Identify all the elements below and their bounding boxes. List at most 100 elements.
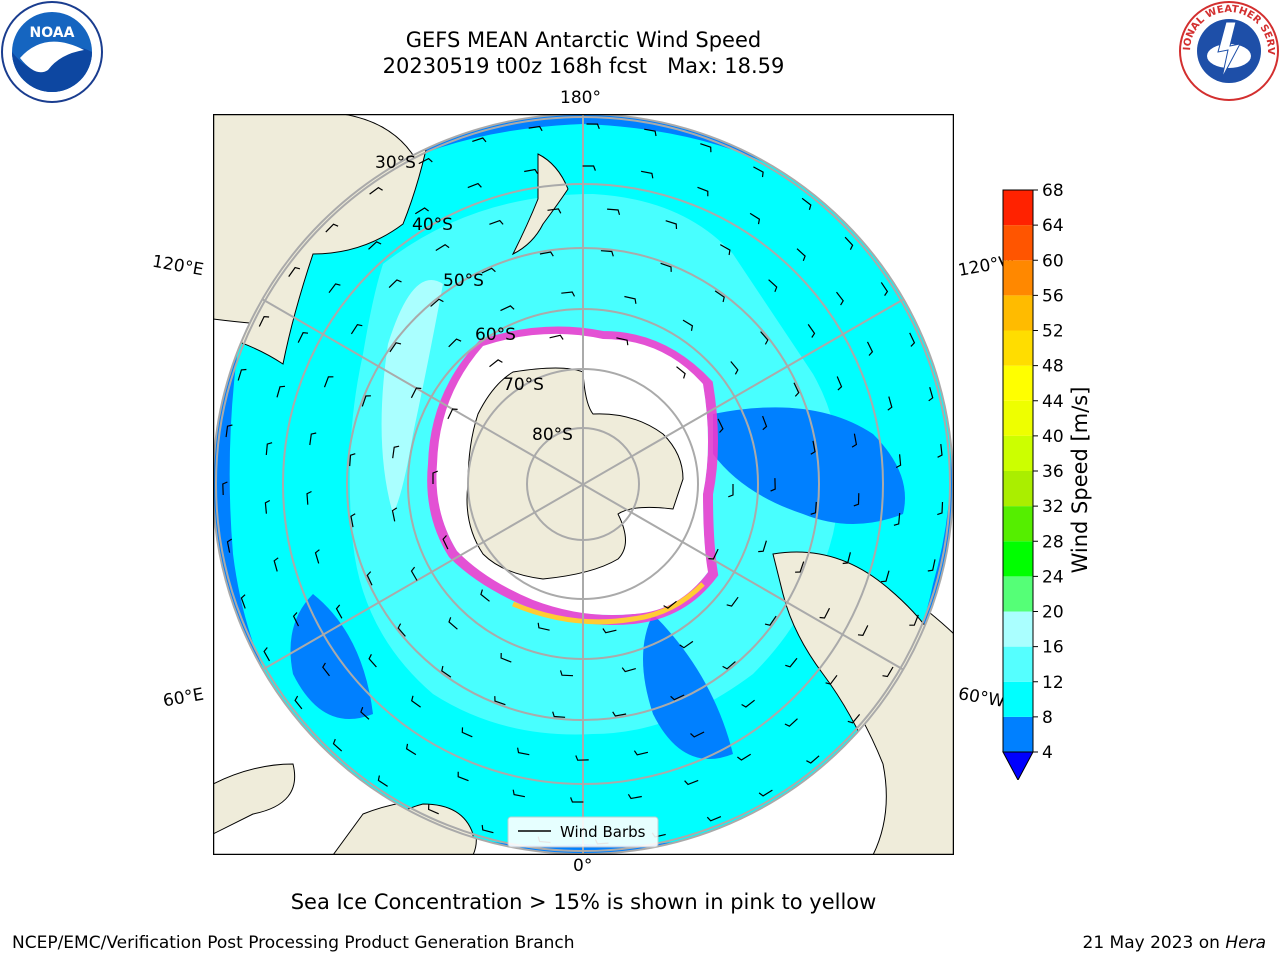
new-zealand-island	[511, 153, 569, 256]
lon-label-lower-left: 60°E	[161, 684, 206, 712]
wind-barb	[570, 797, 584, 803]
colorbar-tick-label: 60	[1042, 251, 1064, 271]
wind-barb	[621, 667, 636, 673]
lat-label: 70°S	[503, 375, 544, 395]
wind-barb	[294, 695, 303, 710]
wind-barb	[472, 137, 487, 143]
wind-barb	[561, 291, 576, 297]
wind-barb	[663, 600, 677, 609]
wind-barb	[670, 694, 685, 701]
low-wind-pocket	[713, 407, 905, 524]
wind-barb	[447, 408, 458, 420]
wind-barb	[706, 816, 722, 822]
wind-barb	[624, 295, 637, 304]
colorbar-tick-label: 56	[1042, 286, 1064, 306]
wind-barb	[633, 750, 649, 756]
wind-barb	[264, 499, 271, 514]
colorbar-tick-label: 44	[1042, 392, 1064, 412]
wind-barb	[937, 444, 943, 458]
colorbar-segment	[1003, 225, 1033, 261]
wind-barb	[762, 415, 768, 431]
colorbar-segment	[1003, 576, 1033, 612]
colorbar-segment	[1003, 611, 1033, 647]
wind-barb	[741, 699, 755, 708]
wind-barb	[461, 727, 473, 738]
wind-barb	[432, 470, 438, 484]
run-date-text: 21 May 2023 on	[1082, 933, 1220, 953]
wind-barb	[758, 540, 767, 553]
colorbar-segment	[1003, 541, 1033, 577]
wind-barb	[602, 628, 617, 634]
lat-label: 60°S	[475, 325, 516, 345]
wind-barb	[697, 186, 709, 197]
wind-barb	[836, 376, 843, 391]
wind-barb	[928, 387, 934, 402]
wind-barb	[528, 125, 543, 132]
colorbar-segment	[1003, 330, 1033, 366]
wind-barb	[368, 241, 382, 250]
wind-barb	[857, 625, 869, 636]
wind-barb	[410, 387, 422, 399]
colorbar-tick-label: 32	[1042, 497, 1064, 517]
wind-barb	[494, 696, 506, 706]
wind-barb	[350, 513, 356, 528]
wind-barb	[226, 538, 233, 553]
lat-label: 40°S	[412, 215, 453, 235]
colorbar-tick-label: 52	[1042, 322, 1064, 342]
colorbar-segment	[1003, 365, 1033, 401]
colorbar-segment	[1003, 716, 1033, 752]
wind-barb	[388, 279, 402, 289]
colorbar-segment	[1003, 506, 1033, 542]
wind-barb	[448, 617, 458, 630]
wind-barb	[288, 266, 301, 277]
wind-barb	[810, 501, 817, 515]
wind-barb	[720, 244, 731, 256]
wind-barb	[335, 604, 343, 619]
wind-barb	[350, 324, 363, 335]
wind-barb	[586, 123, 600, 130]
wind-barb	[895, 454, 902, 469]
wind-barb	[405, 743, 417, 756]
wind-barb	[391, 507, 398, 522]
wind-barb	[717, 418, 724, 433]
wind-barb	[728, 484, 734, 498]
low-wind-pocket	[290, 594, 373, 719]
wind-barb	[539, 251, 554, 257]
colorbar-tick-label: 4	[1042, 743, 1053, 763]
colorbar-segment	[1003, 295, 1033, 331]
wind-barb	[730, 361, 739, 375]
wind-barb	[660, 262, 672, 272]
wind-barb	[240, 594, 246, 609]
wind-barbs-layer	[222, 123, 944, 845]
wind-barb	[323, 376, 334, 388]
map-title: GEFS MEAN Antarctic Wind Speed	[405, 28, 762, 52]
wind-barb	[844, 236, 854, 250]
colorbar-segment	[1003, 435, 1033, 471]
lat-label: 80°S	[532, 425, 573, 445]
lat-label: 30°S	[375, 153, 416, 173]
wind-barb	[847, 714, 861, 724]
wind-barb	[500, 305, 515, 312]
wind-barb	[361, 395, 371, 407]
machine-name: Hera	[1225, 933, 1266, 953]
wind-barb	[467, 182, 482, 189]
wind-barb	[909, 614, 919, 626]
wind-barb	[263, 647, 271, 662]
wind-barb	[582, 165, 596, 171]
wind-barb	[273, 557, 279, 572]
wind-barb	[726, 596, 739, 607]
wind-barb	[714, 290, 725, 303]
colorbar-tick-label: 28	[1042, 532, 1064, 552]
wind-barb	[708, 548, 719, 560]
wind-barb	[547, 208, 562, 214]
wind-barb	[853, 493, 860, 507]
wind-barb	[411, 695, 421, 708]
colorbar-label: Wind Speed [m/s]	[1068, 386, 1092, 574]
wind-barb	[418, 157, 433, 165]
wind-barb	[795, 561, 805, 573]
wind-barb	[819, 607, 831, 619]
wind-barb	[806, 755, 820, 764]
wind-barb	[909, 332, 916, 347]
map-legend: Wind Barbs	[507, 816, 659, 848]
wind-barb	[481, 267, 496, 274]
